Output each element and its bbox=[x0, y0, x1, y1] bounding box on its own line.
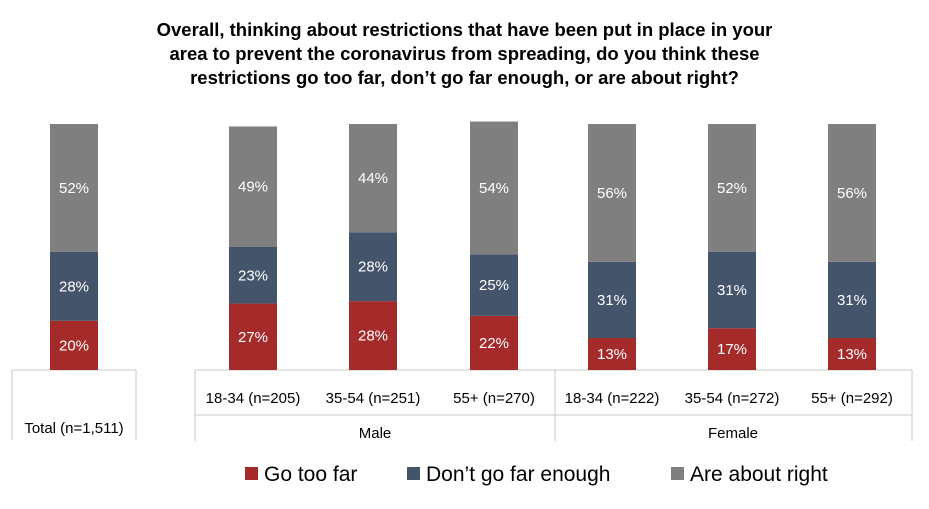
bar-don-t-go-far-enough-0 bbox=[50, 251, 98, 321]
data-label-are-about-right-1: 49% bbox=[238, 179, 268, 196]
data-label-are-about-right-4: 56% bbox=[597, 185, 627, 202]
data-label-are-about-right-5: 52% bbox=[717, 180, 747, 197]
bar-go-too-far-4 bbox=[588, 338, 636, 370]
data-label-go-too-far-0: 20% bbox=[59, 337, 89, 354]
bar-don-t-go-far-enough-4 bbox=[588, 261, 636, 339]
tick-label-0: Total (n=1,511) bbox=[24, 420, 123, 437]
data-label-don-t-go-far-enough-1: 23% bbox=[238, 267, 268, 284]
bar-are-about-right-3 bbox=[470, 121, 518, 255]
category-tick-labels: Total (n=1,511) 18-34 (n=205) 35-54 (n=251… bbox=[24, 390, 893, 437]
bars bbox=[50, 121, 876, 370]
legend-label-don-t-go-far-enough: Don’t go far enough bbox=[426, 463, 610, 486]
data-label-go-too-far-6: 13% bbox=[837, 346, 867, 363]
bar-are-about-right-0 bbox=[50, 124, 98, 252]
group-label-female: Female bbox=[708, 425, 758, 442]
data-label-don-t-go-far-enough-4: 31% bbox=[597, 292, 627, 309]
data-label-don-t-go-far-enough-6: 31% bbox=[837, 292, 867, 309]
data-labels: 20% 28% 52% 27% 23% 49% 28% 28% 44% 22% 25% 54% 13% 3… bbox=[59, 170, 867, 363]
bar-go-too-far-6 bbox=[828, 338, 876, 370]
legend-swatch-go-too-far bbox=[245, 467, 258, 480]
data-label-go-too-far-4: 13% bbox=[597, 346, 627, 363]
group-labels: Male Female bbox=[359, 425, 758, 442]
legend-swatch-are-about-right bbox=[671, 467, 684, 480]
legend-label-go-too-far: Go too far bbox=[264, 463, 357, 486]
bar-are-about-right-4 bbox=[588, 124, 636, 262]
bar-don-t-go-far-enough-5 bbox=[708, 251, 756, 329]
bar-don-t-go-far-enough-6 bbox=[828, 261, 876, 339]
data-label-are-about-right-6: 56% bbox=[837, 185, 867, 202]
bar-are-about-right-2 bbox=[349, 124, 397, 233]
data-label-are-about-right-2: 44% bbox=[358, 170, 388, 187]
group-label-male: Male bbox=[359, 425, 392, 442]
bar-are-about-right-6 bbox=[828, 124, 876, 262]
legend-swatch-don-t-go-far-enough bbox=[407, 467, 420, 480]
tick-label-6: 55+ (n=292) bbox=[811, 390, 893, 407]
data-label-go-too-far-2: 28% bbox=[358, 328, 388, 345]
data-label-don-t-go-far-enough-2: 28% bbox=[358, 259, 388, 276]
tick-label-3: 55+ (n=270) bbox=[453, 390, 535, 407]
bar-go-too-far-5 bbox=[708, 328, 756, 370]
bar-don-t-go-far-enough-3 bbox=[470, 254, 518, 316]
data-label-don-t-go-far-enough-0: 28% bbox=[59, 278, 89, 295]
data-label-go-too-far-1: 27% bbox=[238, 329, 268, 346]
tick-label-2: 35-54 (n=251) bbox=[326, 390, 421, 407]
data-label-are-about-right-3: 54% bbox=[479, 180, 509, 197]
data-label-don-t-go-far-enough-5: 31% bbox=[717, 282, 747, 299]
bar-are-about-right-1 bbox=[229, 126, 277, 247]
chart-title: Overall, thinking about restrictions tha… bbox=[156, 19, 773, 88]
legend-label-are-about-right: Are about right bbox=[690, 463, 828, 486]
category-axis bbox=[11, 369, 913, 441]
tick-label-1: 18-34 (n=205) bbox=[206, 390, 301, 407]
bar-go-too-far-1 bbox=[229, 303, 277, 370]
tick-label-5: 35-54 (n=272) bbox=[685, 390, 780, 407]
bar-are-about-right-5 bbox=[708, 124, 756, 252]
bar-don-t-go-far-enough-1 bbox=[229, 247, 277, 304]
tick-label-4: 18-34 (n=222) bbox=[565, 390, 660, 407]
data-label-go-too-far-5: 17% bbox=[717, 341, 747, 358]
legend: Go too far Don’t go far enough Are about r… bbox=[245, 463, 828, 486]
bar-go-too-far-3 bbox=[470, 315, 518, 370]
data-label-are-about-right-0: 52% bbox=[59, 180, 89, 197]
bar-don-t-go-far-enough-2 bbox=[349, 232, 397, 302]
data-label-go-too-far-3: 22% bbox=[479, 335, 509, 352]
bar-go-too-far-2 bbox=[349, 301, 397, 370]
bar-go-too-far-0 bbox=[50, 320, 98, 370]
data-label-don-t-go-far-enough-3: 25% bbox=[479, 277, 509, 294]
